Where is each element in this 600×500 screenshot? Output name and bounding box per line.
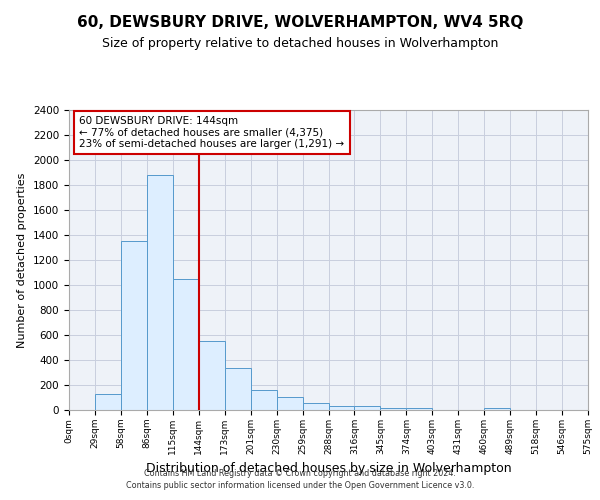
Y-axis label: Number of detached properties: Number of detached properties [17, 172, 28, 348]
Bar [406, 408, 432, 410]
Bar [121, 242, 147, 410]
Bar [355, 406, 380, 410]
Bar [277, 397, 302, 410]
Bar [199, 341, 224, 410]
Bar [302, 402, 329, 410]
Bar [251, 390, 277, 410]
Bar [225, 368, 251, 410]
Text: Contains public sector information licensed under the Open Government Licence v3: Contains public sector information licen… [126, 481, 474, 490]
Bar [329, 406, 355, 410]
Text: Size of property relative to detached houses in Wolverhampton: Size of property relative to detached ho… [102, 38, 498, 51]
Text: Contains HM Land Registry data © Crown copyright and database right 2024.: Contains HM Land Registry data © Crown c… [144, 468, 456, 477]
Bar [484, 408, 510, 410]
Text: 60, DEWSBURY DRIVE, WOLVERHAMPTON, WV4 5RQ: 60, DEWSBURY DRIVE, WOLVERHAMPTON, WV4 5… [77, 15, 523, 30]
Bar [95, 394, 121, 410]
Text: 60 DEWSBURY DRIVE: 144sqm
← 77% of detached houses are smaller (4,375)
23% of se: 60 DEWSBURY DRIVE: 144sqm ← 77% of detac… [79, 116, 344, 149]
Bar [173, 279, 199, 410]
X-axis label: Distribution of detached houses by size in Wolverhampton: Distribution of detached houses by size … [146, 462, 511, 475]
Bar [147, 175, 173, 410]
Bar [380, 408, 406, 410]
